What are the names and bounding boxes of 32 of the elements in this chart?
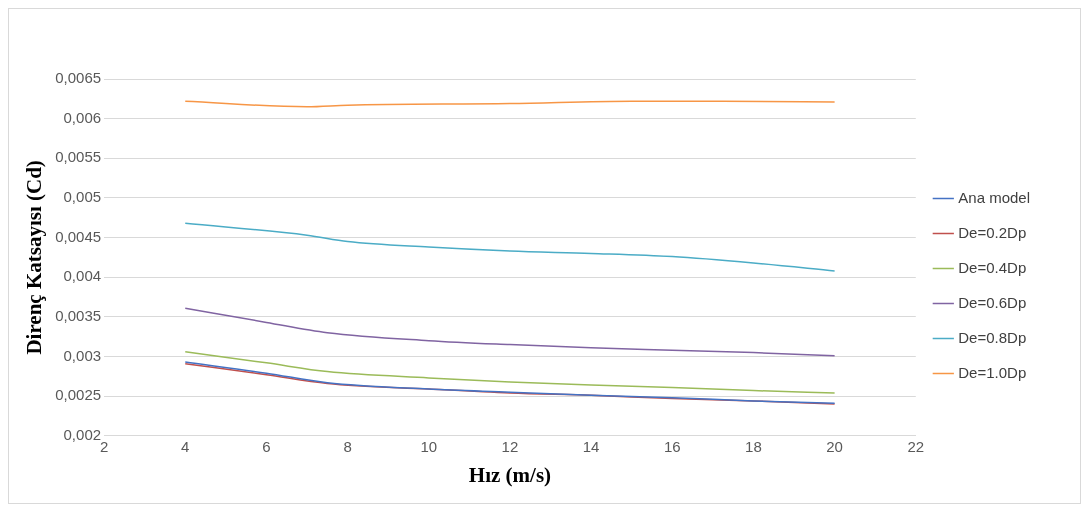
x-tick-label: 22	[907, 437, 925, 455]
y-tick-label: 0,004	[63, 267, 102, 285]
legend-label: De=0.8Dp	[958, 328, 1027, 346]
y-tick-label: 0,002	[63, 425, 102, 443]
line-series	[184, 351, 836, 394]
x-tick-label: 8	[343, 437, 352, 455]
y-tick-label: 0,0025	[55, 386, 102, 404]
y-tick-label: 0,003	[63, 346, 102, 364]
y-tick-label: 0,0045	[55, 227, 102, 245]
legend-label: Ana model	[958, 188, 1031, 206]
x-tick-label: 20	[826, 437, 843, 455]
y-axis-title: Direnç Katsayısı (Cd)	[22, 160, 47, 355]
y-tick-label: 0,006	[63, 108, 102, 126]
x-tick-label: 14	[582, 437, 600, 455]
legend-label: De=0.4Dp	[958, 258, 1027, 276]
y-tick-label: 0,005	[63, 188, 102, 206]
y-tick-label: 0,0035	[55, 307, 102, 325]
line-series	[184, 307, 836, 357]
line-series	[184, 222, 836, 272]
x-axis-title: Hız (m/s)	[468, 462, 552, 487]
x-tick-label: 6	[262, 437, 271, 455]
legend-label: De=0.2Dp	[958, 223, 1027, 241]
y-tick-label: 0,0065	[55, 69, 102, 87]
legend-label: De=1.0Dp	[958, 363, 1027, 381]
x-tick-label: 16	[663, 437, 681, 455]
x-tick-label: 18	[745, 437, 762, 455]
legend-label: De=0.6Dp	[958, 293, 1027, 311]
x-tick-label: 12	[501, 437, 519, 455]
x-tick-label: 4	[181, 437, 190, 455]
y-tick-label: 0,0055	[55, 148, 102, 166]
x-tick-label: 2	[99, 437, 109, 455]
x-tick-label: 10	[420, 437, 438, 455]
